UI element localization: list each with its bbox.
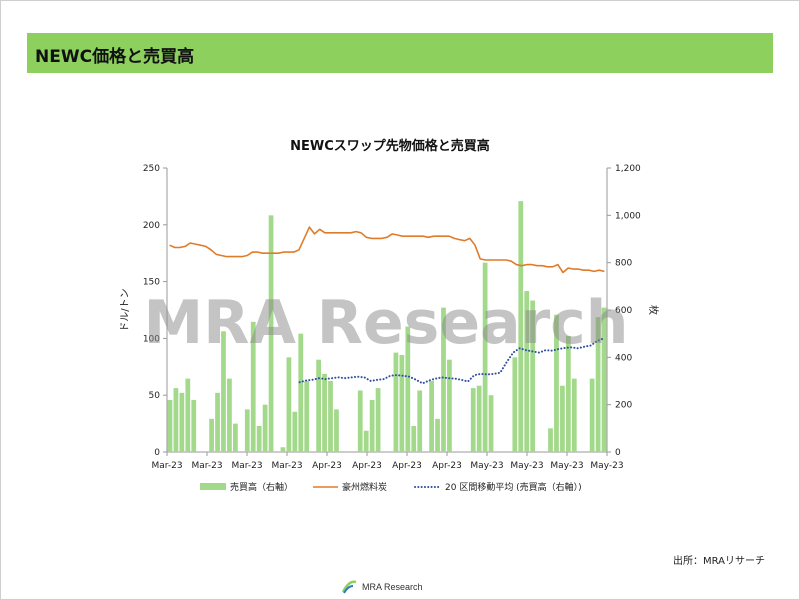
volume-bar xyxy=(375,388,381,452)
volume-bar xyxy=(530,300,536,452)
volume-bar xyxy=(298,333,304,452)
volume-bar xyxy=(411,425,417,452)
moving-average-line xyxy=(298,337,605,385)
volume-bar xyxy=(227,378,232,452)
volume-bar xyxy=(363,430,369,452)
volume-bar xyxy=(256,425,262,452)
volume-bar xyxy=(292,411,298,452)
source-note: 出所：MRAリサーチ xyxy=(672,556,765,567)
volume-bar xyxy=(334,409,339,452)
volume-bar xyxy=(185,378,191,452)
x-tick-label: Mar-23 xyxy=(271,461,302,471)
y-tick-label-left: 150 xyxy=(143,278,160,288)
volume-bar xyxy=(601,307,607,452)
volume-bar xyxy=(565,336,571,452)
volume-bar xyxy=(429,381,434,452)
y-tick-label-right: 800 xyxy=(615,259,632,269)
volume-bar xyxy=(233,423,238,452)
volume-bar xyxy=(215,392,220,452)
volume-bar xyxy=(524,291,530,452)
volume-bar xyxy=(209,418,214,452)
legend-label-average: 20 区間移動平均 (売買高（右軸）) xyxy=(445,481,582,493)
y-tick-label-left: 0 xyxy=(154,448,160,458)
volume-bar xyxy=(304,381,310,452)
x-tick-label: May-23 xyxy=(470,461,503,471)
x-tick-label: May-23 xyxy=(590,461,623,471)
logo-icon xyxy=(341,580,357,594)
x-tick-label: Apr-23 xyxy=(352,461,382,471)
y-axis-label-right: 枚 xyxy=(647,305,660,315)
volume-bar xyxy=(595,317,601,452)
x-tick-label: Mar-23 xyxy=(191,461,222,471)
y-tick-label-right: 400 xyxy=(615,353,632,363)
volume-bar xyxy=(393,352,399,452)
volume-bar xyxy=(589,378,595,452)
x-tick-label: Mar-23 xyxy=(151,461,182,471)
volume-bar xyxy=(286,357,292,452)
x-tick-label: Apr-23 xyxy=(432,461,462,471)
volume-bar xyxy=(405,326,411,452)
volume-bar xyxy=(244,409,250,452)
logo-text: MRA Research xyxy=(362,582,423,592)
y-tick-label-right: 200 xyxy=(615,401,632,411)
volume-bar xyxy=(322,373,327,452)
volume-bar xyxy=(369,399,375,452)
volume-bar xyxy=(191,399,197,452)
volume-bar xyxy=(250,321,256,452)
y-tick-label-right: 1,200 xyxy=(615,164,641,174)
legend-swatch-volume xyxy=(200,483,226,490)
volume-bar xyxy=(316,359,321,452)
legend-label-price: 豪州燃料炭 xyxy=(342,481,387,493)
footer-logo: MRA Research xyxy=(340,578,423,596)
volume-bar xyxy=(518,201,524,452)
volume-bar xyxy=(417,390,423,452)
x-tick-label: Apr-23 xyxy=(312,461,342,471)
price-line xyxy=(169,226,605,274)
page-title: NEWC価格と売買高 xyxy=(35,47,195,67)
y-tick-label-left: 200 xyxy=(143,221,160,231)
volume-bar xyxy=(280,447,286,452)
chart-title: NEWCスワップ先物価格と売買高 xyxy=(290,138,490,154)
volume-bar xyxy=(357,390,363,452)
x-tick-label: May-23 xyxy=(510,461,543,471)
y-tick-label-left: 250 xyxy=(143,164,160,174)
y-tick-label-right: 600 xyxy=(615,306,632,316)
volume-bar xyxy=(179,392,185,452)
y-tick-label-right: 0 xyxy=(615,448,621,458)
volume-bar xyxy=(447,359,452,452)
volume-bar xyxy=(560,385,565,452)
volume-bar xyxy=(512,357,518,452)
volume-bar xyxy=(571,378,577,452)
volume-bar xyxy=(173,388,179,452)
volume-bar xyxy=(482,262,488,452)
volume-bar xyxy=(167,399,173,452)
y-tick-label-left: 50 xyxy=(149,391,161,401)
y-axis-label-left: ドル/トン xyxy=(120,288,131,331)
x-tick-label: May-23 xyxy=(550,461,583,471)
volume-bar xyxy=(399,354,405,452)
volume-bar xyxy=(476,385,482,452)
y-tick-label-left: 100 xyxy=(143,334,160,344)
header-bar: NEWC価格と売買高 xyxy=(27,33,773,73)
volume-bar xyxy=(488,395,494,452)
volume-bar xyxy=(328,381,333,452)
x-tick-label: Mar-23 xyxy=(231,461,262,471)
volume-bar xyxy=(262,404,268,452)
volume-bar xyxy=(441,307,446,452)
y-tick-label-right: 1,000 xyxy=(615,211,641,221)
volume-bar xyxy=(548,428,553,452)
watermark: MRA Research xyxy=(144,288,629,358)
volume-bar xyxy=(221,331,226,452)
volume-bar xyxy=(554,314,559,452)
legend-label-volume: 売買高（右軸） xyxy=(230,481,293,493)
volume-bar xyxy=(435,418,440,452)
volume-bar xyxy=(470,388,476,452)
volume-bar xyxy=(268,215,274,452)
x-tick-label: Apr-23 xyxy=(392,461,422,471)
